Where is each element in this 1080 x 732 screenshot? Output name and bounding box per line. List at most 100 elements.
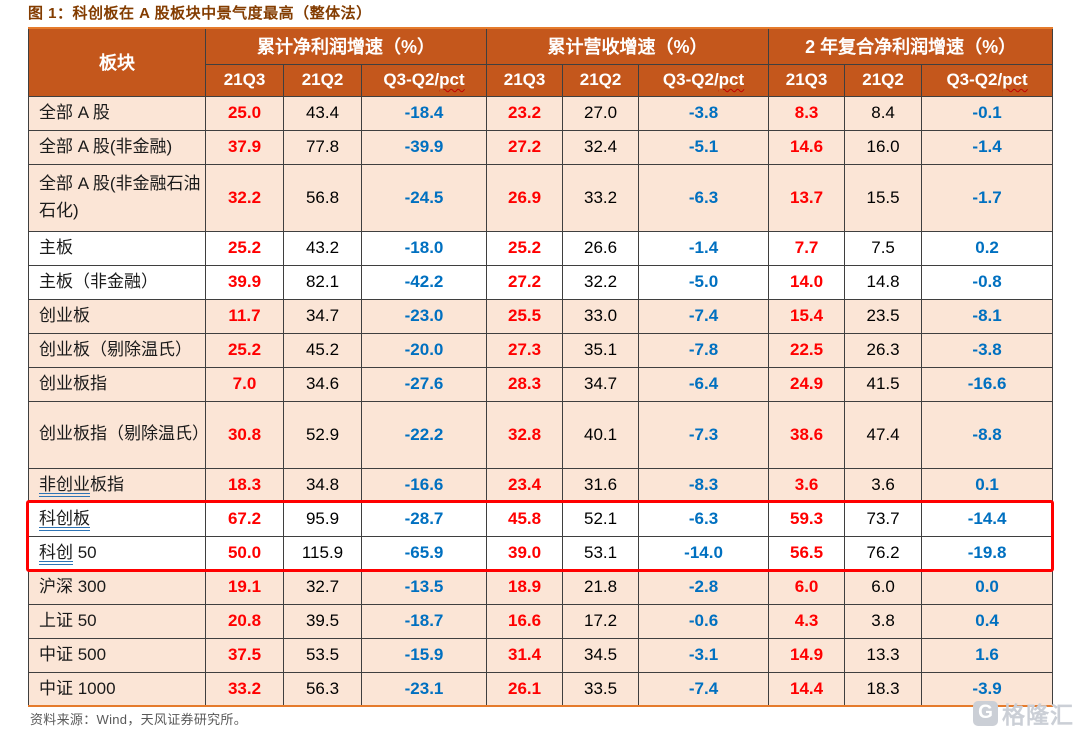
value-cell: 6.0	[768, 569, 846, 605]
value-cell: 77.8	[283, 129, 362, 165]
value-cell: 76.2	[844, 535, 923, 571]
sub-header-cell: Q3-Q2/pct	[921, 63, 1054, 97]
value-cell: 33.2	[562, 163, 640, 232]
value-cell: -7.4	[638, 671, 770, 707]
source-note: 资料来源：Wind，天风证券研究所。	[30, 712, 248, 727]
value-cell: 14.4	[768, 671, 846, 707]
value-cell: -39.9	[360, 129, 488, 165]
group-header-2yr-cagr: 2 年复合净利润增速（%）	[768, 27, 1054, 65]
value-cell: -0.8	[921, 264, 1054, 300]
value-cell: 13.7	[768, 163, 846, 232]
row-label: 科创 50	[28, 535, 206, 571]
value-cell: 7.5	[844, 230, 923, 266]
value-cell: 25.5	[486, 298, 564, 334]
value-cell: 14.8	[844, 264, 923, 300]
value-cell: 31.4	[486, 637, 564, 673]
row-label: 创业板指	[28, 366, 206, 402]
value-cell: 14.6	[768, 129, 846, 165]
value-cell: 0.2	[921, 230, 1054, 266]
sub-header-cell: Q3-Q2/pct	[638, 63, 770, 97]
table-row: 全部 A 股(非金融石油石化) 32.2 56.8 -24.5 26.9 33.2 -6.3…	[28, 163, 1054, 232]
value-cell: -6.3	[638, 163, 770, 232]
value-cell: 34.8	[283, 467, 362, 503]
value-cell: 53.5	[283, 637, 362, 673]
table-row: 上证 50 20.8 39.5 -18.7 16.6 17.2 -0.6 4.3 3.8 0.4	[28, 603, 1054, 639]
table-row: 主板 25.2 43.2 -18.0 25.2 26.6 -1.4 7.7 7.5 0.2	[28, 230, 1054, 266]
value-cell: 39.9	[205, 264, 284, 300]
value-cell: 3.6	[768, 467, 846, 503]
value-cell: 16.6	[486, 603, 564, 639]
value-cell: -22.2	[360, 400, 488, 469]
row-label: 全部 A 股(非金融石油石化)	[28, 163, 206, 232]
value-cell: 22.5	[768, 332, 846, 368]
row-label: 非创业板指	[28, 467, 206, 503]
value-cell: -3.8	[921, 332, 1054, 368]
value-cell: 1.6	[921, 637, 1054, 673]
value-cell: 32.7	[283, 569, 362, 605]
gelonghui-logo-icon: G	[973, 700, 998, 726]
value-cell: 27.2	[486, 129, 564, 165]
value-cell: -24.5	[360, 163, 488, 232]
value-cell: -42.2	[360, 264, 488, 300]
value-cell: 45.8	[486, 501, 564, 537]
value-cell: 16.0	[844, 129, 923, 165]
data-table: 板块 累计净利润增速（%） 累计营收增速（%） 2 年复合净利润增速（%） 21…	[28, 27, 1054, 707]
value-cell: -3.1	[638, 637, 770, 673]
value-cell: 26.3	[844, 332, 923, 368]
value-cell: 67.2	[205, 501, 284, 537]
sub-header-row: 21Q3 21Q2 Q3-Q2/pct 21Q3 21Q2 Q3-Q2/pct 21Q3 21…	[29, 63, 1054, 97]
row-label: 中证 1000	[28, 671, 206, 707]
value-cell: -7.3	[638, 400, 770, 469]
value-cell: -23.1	[360, 671, 488, 707]
value-cell: -16.6	[360, 467, 488, 503]
value-cell: 32.8	[486, 400, 564, 469]
corner-header: 板块	[28, 27, 206, 97]
row-label: 创业板指（剔除温氏）	[28, 400, 206, 469]
value-cell: 56.3	[283, 671, 362, 707]
value-cell: -18.4	[360, 95, 488, 131]
value-cell: 82.1	[283, 264, 362, 300]
value-cell: -65.9	[360, 535, 488, 571]
value-cell: -6.3	[638, 501, 770, 537]
value-cell: -14.4	[921, 501, 1054, 537]
value-cell: -27.6	[360, 366, 488, 402]
group-header-net-profit: 累计净利润增速（%）	[204, 27, 488, 65]
value-cell: -14.0	[638, 535, 770, 571]
value-cell: 43.2	[283, 230, 362, 266]
value-cell: 33.0	[562, 298, 640, 334]
sub-header-cell: 21Q3	[486, 63, 564, 97]
row-label: 创业板（剔除温氏）	[28, 332, 206, 368]
value-cell: 15.5	[844, 163, 923, 232]
value-cell: -28.7	[360, 501, 488, 537]
table-header: 板块 累计净利润增速（%） 累计营收增速（%） 2 年复合净利润增速（%） 21…	[28, 27, 1054, 97]
table-row: 沪深 300 19.1 32.7 -13.5 18.9 21.8 -2.8 6.0 6.0 0.0	[28, 569, 1054, 605]
value-cell: 7.7	[768, 230, 846, 266]
value-cell: -23.0	[360, 298, 488, 334]
value-cell: 3.8	[844, 603, 923, 639]
row-label: 上证 50	[28, 603, 206, 639]
value-cell: -7.8	[638, 332, 770, 368]
value-cell: 19.1	[205, 569, 284, 605]
row-label: 科创板	[28, 501, 206, 537]
value-cell: -8.8	[921, 400, 1054, 469]
value-cell: -13.5	[360, 569, 488, 605]
value-cell: 35.1	[562, 332, 640, 368]
value-cell: 26.6	[562, 230, 640, 266]
value-cell: 14.9	[768, 637, 846, 673]
value-cell: 0.1	[921, 467, 1054, 503]
value-cell: 26.9	[486, 163, 564, 232]
value-cell: 28.3	[486, 366, 564, 402]
value-cell: 47.4	[844, 400, 923, 469]
table-row: 创业板（剔除温氏） 25.2 45.2 -20.0 27.3 35.1 -7.8 22.5 26…	[28, 332, 1054, 368]
value-cell: -8.3	[638, 467, 770, 503]
value-cell: -0.1	[921, 95, 1054, 131]
value-cell: 39.5	[283, 603, 362, 639]
table-row: 科创 50 50.0 115.9 -65.9 39.0 53.1 -14.0 56.5 76.2…	[28, 535, 1054, 571]
value-cell: 25.2	[205, 230, 284, 266]
row-label: 中证 500	[28, 637, 206, 673]
value-cell: 18.9	[486, 569, 564, 605]
value-cell: 37.9	[205, 129, 284, 165]
value-cell: 40.1	[562, 400, 640, 469]
value-cell: 31.6	[562, 467, 640, 503]
value-cell: -15.9	[360, 637, 488, 673]
